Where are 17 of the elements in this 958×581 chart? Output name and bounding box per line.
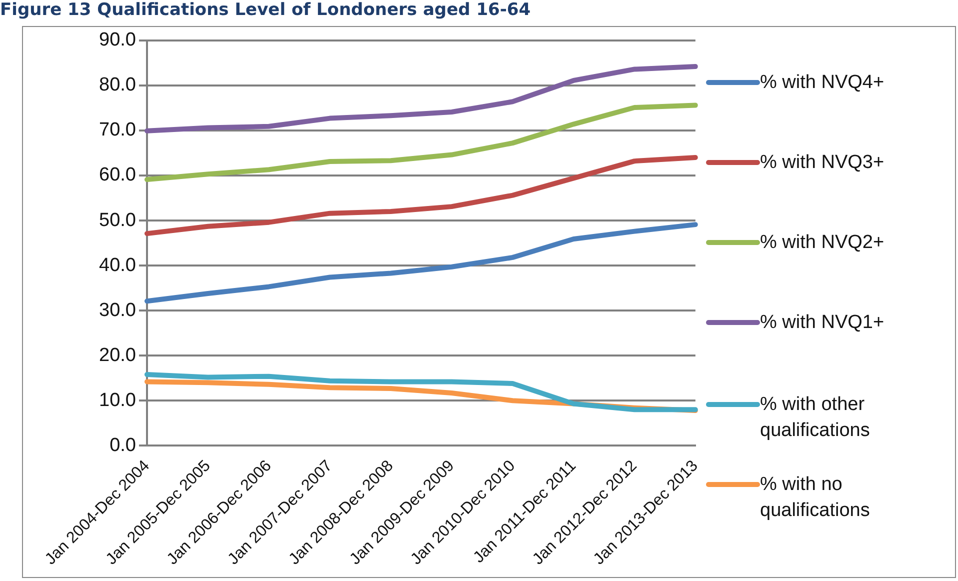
y-tick-label: 40.0 bbox=[99, 254, 136, 276]
y-tick-label: 50.0 bbox=[99, 210, 136, 231]
y-tick-label: 60.0 bbox=[99, 164, 136, 186]
legend-label: % with NVQ4+ bbox=[760, 71, 886, 95]
y-tick-label: 80.0 bbox=[99, 74, 136, 96]
legend-label: % with NVQ3+ bbox=[760, 151, 886, 175]
legend-label: % with NVQ2+ bbox=[760, 231, 886, 255]
y-tick-label: 30.0 bbox=[99, 300, 136, 321]
y-tick-label: 10.0 bbox=[99, 390, 136, 411]
legend-label: % with other qualifications bbox=[760, 393, 871, 443]
legend-label: % with NVQ1+ bbox=[760, 311, 886, 335]
legend-label: % with no qualifications bbox=[760, 473, 871, 523]
y-tick-label: 0.0 bbox=[110, 434, 136, 456]
y-tick-label: 70.0 bbox=[99, 120, 136, 141]
y-tick-label: 90.0 bbox=[99, 30, 136, 51]
y-tick-label: 20.0 bbox=[99, 344, 136, 366]
chart-title: Figure 13 Qualifications Level of Londoners aged 16-64 bbox=[0, 0, 531, 20]
